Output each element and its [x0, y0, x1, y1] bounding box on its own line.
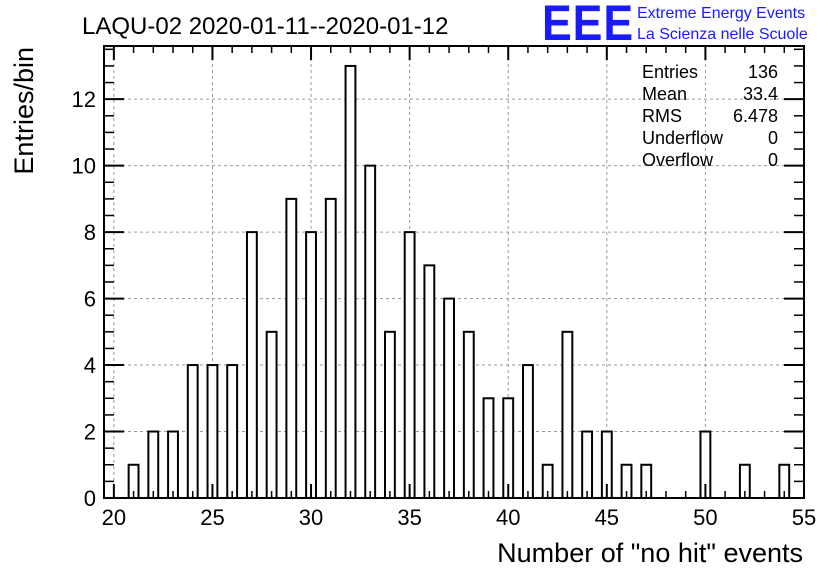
- histogram-bar: [285, 197, 298, 499]
- x-tick-label: 25: [200, 505, 224, 530]
- stats-label: Overflow: [642, 150, 714, 170]
- x-tick-label: 50: [693, 505, 717, 530]
- stats-value: 0: [768, 150, 778, 170]
- x-tick-label: 40: [496, 505, 520, 530]
- histogram-bar: [226, 364, 239, 500]
- histogram-bar: [305, 231, 317, 499]
- histogram-bar: [522, 364, 534, 500]
- stats-label: RMS: [642, 106, 682, 126]
- y-tick-label: 10: [72, 154, 96, 179]
- stats-label: Mean: [642, 84, 687, 104]
- y-tick-label: 0: [84, 486, 96, 511]
- y-axis-label: Entries/bin: [9, 47, 39, 175]
- y-tick-label: 6: [84, 287, 96, 312]
- histogram-bar: [206, 364, 219, 500]
- histogram-bar: [403, 231, 416, 499]
- stats-value: 136: [748, 62, 778, 82]
- x-tick-label: 20: [102, 505, 126, 530]
- histogram-bar: [324, 197, 337, 499]
- x-tick-label: 35: [397, 505, 421, 530]
- y-tick-label: 2: [84, 420, 96, 445]
- axis-ticks: [104, 46, 805, 499]
- logo-mark: EEE: [542, 0, 634, 51]
- stats-label: Underflow: [642, 128, 724, 148]
- y-tick-label: 12: [72, 87, 96, 112]
- histogram-bar: [364, 164, 377, 499]
- logo-line-1: Extreme Energy Events: [637, 5, 805, 22]
- eee-logo: EEE Extreme Energy Events La Scienza nel…: [542, 0, 808, 51]
- stats-value: 6.478: [733, 106, 778, 126]
- stats-value: 33.4: [743, 84, 778, 104]
- chart-title: LAQU-02 2020-01-11--2020-01-12: [82, 13, 448, 40]
- histogram-bar: [443, 297, 455, 499]
- histogram-bar: [482, 397, 495, 500]
- stats-box: Entries 136 Mean 33.4 RMS 6.478 Underflow 0 Over…: [642, 62, 778, 170]
- histogram-bar: [581, 430, 594, 500]
- histogram-bar: [502, 397, 515, 500]
- stats-label: Entries: [642, 62, 698, 82]
- histogram-bar: [147, 430, 160, 500]
- stats-value: 0: [768, 128, 778, 148]
- x-axis-label: Number of "no hit" events: [497, 538, 803, 568]
- histogram-bar: [561, 330, 574, 499]
- x-tick-label: 30: [299, 505, 323, 530]
- histogram-bar: [265, 330, 278, 499]
- y-tick-label: 4: [84, 353, 96, 378]
- histogram-bar: [186, 364, 199, 500]
- histogram-bar: [462, 330, 475, 499]
- histogram-bar: [423, 264, 436, 499]
- logo-line-2: La Scienza nelle Scuole: [637, 26, 808, 43]
- x-tick-label: 45: [595, 505, 619, 530]
- tick-labels: 20 25 30 35 40 45 50 55 0 2 4 6 8 10 12: [72, 87, 817, 530]
- histogram-bar: [344, 64, 357, 500]
- histogram-bar: [245, 231, 258, 499]
- x-tick-label: 55: [792, 505, 816, 530]
- y-tick-label: 8: [84, 220, 96, 245]
- plot-frame: [103, 45, 805, 499]
- histogram-bar: [383, 330, 396, 499]
- histogram-bar: [167, 430, 179, 500]
